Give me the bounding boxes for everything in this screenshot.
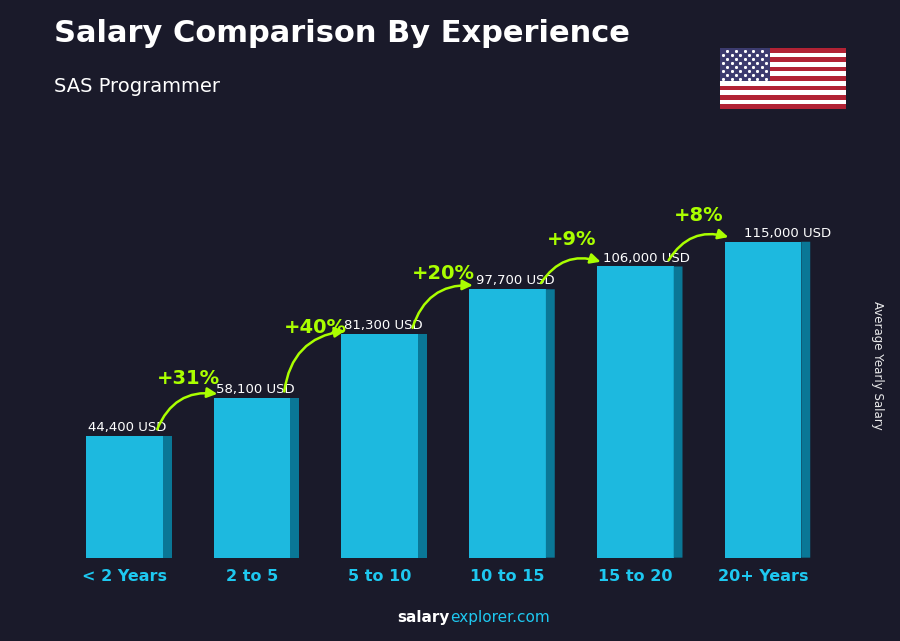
- Bar: [720, 90, 846, 95]
- FancyBboxPatch shape: [724, 242, 801, 558]
- Polygon shape: [673, 267, 682, 558]
- Text: 58,100 USD: 58,100 USD: [216, 383, 295, 396]
- Text: +20%: +20%: [412, 264, 475, 283]
- FancyBboxPatch shape: [213, 398, 291, 558]
- Text: salary: salary: [398, 610, 450, 625]
- Text: +8%: +8%: [674, 206, 724, 225]
- Polygon shape: [801, 242, 810, 558]
- Bar: [720, 95, 846, 99]
- Text: 115,000 USD: 115,000 USD: [743, 227, 831, 240]
- Bar: [720, 81, 846, 85]
- Polygon shape: [163, 436, 172, 558]
- FancyBboxPatch shape: [341, 335, 419, 558]
- Bar: [720, 62, 846, 67]
- Bar: [720, 85, 846, 90]
- Bar: [720, 48, 846, 53]
- Bar: [720, 67, 846, 72]
- Text: SAS Programmer: SAS Programmer: [54, 77, 220, 96]
- Text: +31%: +31%: [157, 369, 220, 388]
- Bar: [720, 72, 846, 76]
- Bar: [720, 58, 846, 62]
- Polygon shape: [291, 398, 300, 558]
- Polygon shape: [545, 289, 554, 558]
- Bar: [720, 104, 846, 109]
- FancyBboxPatch shape: [717, 47, 849, 110]
- Text: 106,000 USD: 106,000 USD: [603, 251, 690, 265]
- Bar: [720, 99, 846, 104]
- Text: 81,300 USD: 81,300 USD: [344, 319, 423, 333]
- Bar: [720, 53, 846, 58]
- Bar: [720, 76, 846, 81]
- Text: +40%: +40%: [284, 319, 347, 337]
- Bar: [720, 48, 770, 81]
- Text: Average Yearly Salary: Average Yearly Salary: [871, 301, 884, 429]
- FancyBboxPatch shape: [86, 436, 163, 558]
- FancyBboxPatch shape: [597, 267, 673, 558]
- Text: +9%: +9%: [546, 230, 596, 249]
- Polygon shape: [418, 335, 427, 558]
- Text: Salary Comparison By Experience: Salary Comparison By Experience: [54, 19, 630, 48]
- FancyBboxPatch shape: [469, 289, 545, 558]
- Text: explorer.com: explorer.com: [450, 610, 550, 625]
- Text: 97,700 USD: 97,700 USD: [475, 274, 554, 287]
- Text: 44,400 USD: 44,400 USD: [88, 420, 166, 434]
